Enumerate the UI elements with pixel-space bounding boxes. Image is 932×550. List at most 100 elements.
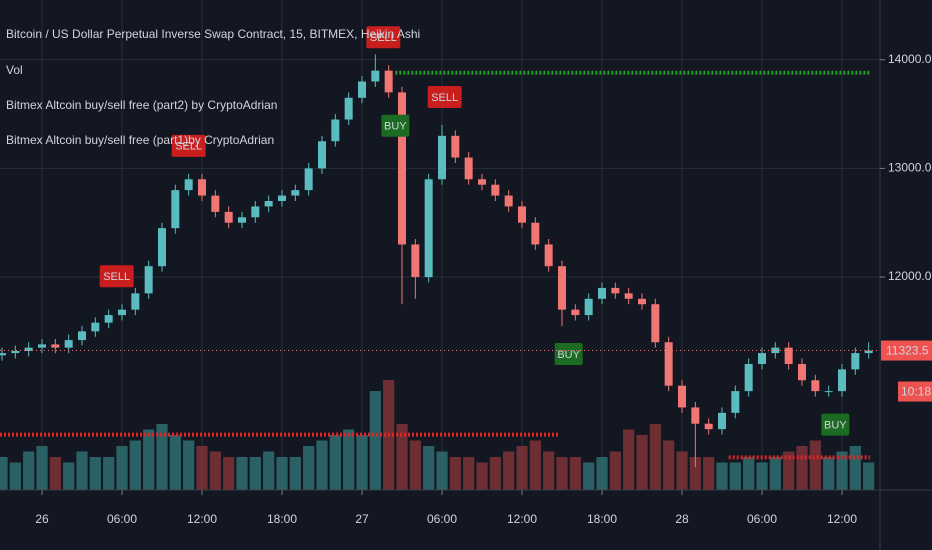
volume-bar: [369, 391, 381, 490]
candle-body: [184, 179, 193, 191]
legend-item[interactable]: Vol: [6, 63, 23, 77]
candle-body: [798, 363, 806, 381]
volume-bar: [583, 462, 595, 490]
chart-title: Bitcoin / US Dollar Perpetual Inverse Sw…: [6, 27, 420, 41]
candle-body: [811, 380, 820, 392]
volume-bar: [236, 457, 248, 490]
volume-bar: [89, 457, 101, 490]
x-tick-label: 06:00: [427, 512, 457, 526]
volume-bar: [329, 435, 341, 490]
volume-bar: [676, 451, 688, 490]
volume-bar: [556, 457, 568, 490]
x-tick-label: 12:00: [827, 512, 857, 526]
candle-body: [704, 423, 713, 430]
candle-body: [744, 363, 753, 392]
volume-bar: [529, 440, 541, 490]
candle-body: [518, 206, 526, 223]
signal-label: SELL: [103, 271, 130, 283]
volume-bar: [36, 446, 48, 490]
signal-badge: [99, 265, 134, 288]
signal-badge: [427, 85, 462, 108]
candle-body: [238, 217, 246, 223]
volume-bar: [796, 446, 808, 490]
plot-area: SELL SELL SELL SELL BUY BUY BUY: [0, 26, 880, 468]
candle-body: [211, 195, 220, 212]
candle-body: [678, 385, 686, 408]
x-tick-label: 06:00: [107, 512, 137, 526]
candle-body: [638, 298, 646, 305]
last-price-badge: [881, 340, 932, 361]
volume-bar: [449, 457, 461, 490]
volume-bar: [169, 435, 181, 490]
volume-bar: [503, 451, 515, 490]
candle-body: [331, 119, 340, 142]
legend-item[interactable]: Bitmex Altcoin buy/sell free (part1)by C…: [6, 133, 274, 147]
candle-body: [611, 287, 620, 294]
candle-body: [691, 407, 700, 424]
candle-body: [864, 350, 873, 354]
volume-bar: [263, 451, 275, 490]
volume-bar: [689, 457, 701, 490]
volume-bar: [489, 457, 501, 490]
volume-bar: [103, 457, 115, 490]
signal-badge: [366, 26, 401, 49]
candle-body: [158, 228, 166, 267]
candle-body: [64, 340, 73, 348]
volume-bar: [663, 440, 675, 490]
signal-label: SELL: [175, 141, 202, 153]
candle-body: [598, 287, 606, 299]
candle-body: [851, 353, 860, 370]
volume-bar: [0, 457, 8, 490]
candle-body: [558, 266, 566, 310]
candle-body: [251, 206, 260, 218]
volume-bar: [729, 462, 741, 490]
legend-item[interactable]: Bitmex Altcoin buy/sell free (part2) by …: [6, 98, 277, 112]
volume-pane: [0, 380, 875, 490]
volume-bar: [463, 457, 475, 490]
volume-bar: [23, 451, 35, 490]
last-price-label: 11323.5: [886, 344, 929, 358]
volume-bar: [316, 440, 328, 490]
volume-bar: [276, 457, 288, 490]
volume-bar: [49, 457, 61, 490]
candle-body: [318, 141, 326, 169]
volume-bar: [849, 446, 861, 490]
volume-bar: [409, 440, 421, 490]
candle-body: [91, 322, 100, 332]
candle-body: [584, 298, 593, 316]
candle-body: [51, 344, 60, 348]
candle-body: [344, 97, 353, 120]
signal-label: BUY: [557, 349, 580, 361]
volume-bar: [836, 451, 848, 490]
volume-bar: [356, 435, 368, 490]
signal-badge: [171, 134, 206, 157]
volume-bar: [716, 462, 728, 490]
legend: Bitcoin / US Dollar Perpetual Inverse Sw…: [6, 27, 420, 147]
candle-body: [38, 344, 46, 348]
candle-body: [371, 70, 380, 82]
volume-bar: [63, 462, 75, 490]
candle-body: [731, 391, 740, 413]
candle-body: [491, 184, 500, 196]
candle-body: [451, 135, 460, 158]
volume-bar: [343, 429, 355, 490]
volume-bar: [703, 457, 715, 490]
candle-body: [224, 211, 233, 223]
candle-body: [291, 190, 300, 196]
y-tick-label: 12000.0: [888, 269, 932, 283]
countdown-label: 10:18: [901, 385, 931, 399]
candle-body: [718, 412, 726, 430]
volume-bar: [743, 457, 755, 490]
volume-bar: [209, 451, 221, 490]
volume-bar: [769, 457, 781, 490]
volume-bar: [649, 424, 661, 490]
volume-bar: [809, 440, 821, 490]
candle-body: [651, 304, 660, 343]
candle-body: [624, 293, 633, 299]
volume-bar: [116, 446, 128, 490]
axes: 12000.0 13000.0 14000.0 26 06:00 12:00 18:00 27…: [35, 52, 932, 526]
signal-label: SELL: [370, 32, 397, 44]
candle-body: [384, 70, 393, 93]
volume-bar: [609, 451, 621, 490]
